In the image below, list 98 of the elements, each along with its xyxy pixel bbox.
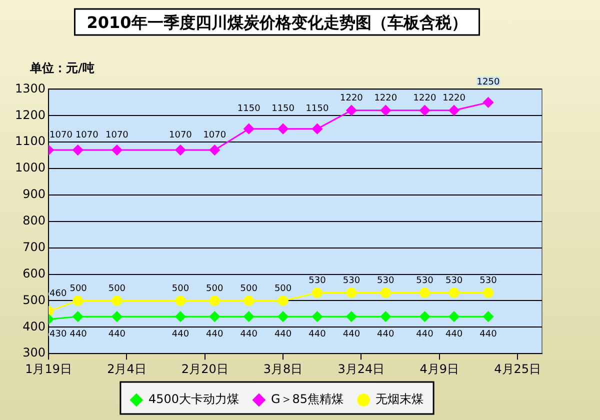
point	[278, 295, 288, 306]
data-label: 530	[342, 276, 360, 286]
data-label: 1070	[105, 130, 129, 140]
legend-label: 无烟末煤	[376, 392, 424, 406]
data-label: 430	[50, 330, 67, 340]
point	[483, 311, 494, 322]
point	[346, 105, 357, 116]
point	[72, 144, 84, 156]
data-label: 1220	[413, 94, 436, 104]
point	[419, 288, 430, 298]
data-label: 1070	[169, 130, 192, 140]
point	[112, 295, 122, 306]
point	[380, 311, 391, 322]
data-label: 530	[445, 276, 463, 286]
point	[209, 295, 220, 306]
point	[448, 105, 460, 116]
data-label: 530	[377, 276, 395, 286]
y-tick-label: 500	[22, 292, 46, 307]
point	[209, 311, 220, 322]
data-label: 1150	[306, 104, 329, 114]
data-label: 530	[308, 276, 326, 286]
x-tick-label: 4月9日	[420, 362, 460, 376]
data-label: 1220	[340, 94, 364, 104]
data-label: 440	[416, 330, 434, 340]
point	[448, 311, 460, 322]
point	[244, 124, 254, 134]
point	[278, 124, 288, 134]
point	[419, 105, 430, 116]
data-label: 1070	[75, 130, 99, 140]
point	[448, 288, 460, 298]
legend-label: 4500大卡动力煤	[148, 392, 239, 406]
data-label: 1150	[272, 104, 295, 114]
x-tick-label: 1月19日	[25, 362, 72, 376]
legend-label: G＞85焦精煤	[270, 392, 344, 406]
point	[346, 288, 357, 298]
data-label: 500	[240, 284, 258, 294]
point	[112, 144, 122, 156]
point	[312, 288, 323, 298]
point	[346, 311, 357, 322]
point	[244, 295, 254, 306]
chart-title: 2010年一季度四川煤炭价格变化走势图（车板含税）	[86, 12, 468, 32]
point	[483, 288, 494, 298]
data-label: 500	[206, 284, 224, 294]
y-tick-label: 1200	[14, 108, 46, 122]
point	[380, 105, 391, 116]
point	[175, 295, 186, 306]
point	[278, 311, 288, 322]
data-label: 1070	[50, 130, 73, 140]
point	[312, 311, 323, 322]
y-axis-title: 单位：元/吨	[30, 60, 94, 77]
data-label: 440	[377, 330, 395, 340]
data-label: 500	[274, 284, 292, 294]
point	[209, 144, 220, 156]
point	[175, 144, 186, 156]
x-tick-label: 3月24日	[338, 362, 385, 376]
point	[483, 97, 494, 108]
y-tick-label: 600	[22, 266, 46, 280]
data-label: 530	[416, 276, 434, 286]
data-label: 440	[240, 330, 258, 340]
point	[380, 288, 391, 298]
point	[244, 311, 254, 322]
y-tick-label: 300	[22, 346, 46, 360]
data-label: 1070	[203, 130, 226, 140]
point	[72, 311, 84, 322]
data-label: 1250	[476, 78, 500, 88]
x-tick-label: 4月25日	[494, 362, 542, 376]
data-label: 440	[206, 330, 224, 340]
y-tick-label: 1100	[14, 134, 46, 148]
data-label: 500	[108, 284, 126, 294]
point	[175, 311, 186, 322]
y-tick-label: 1000	[14, 160, 46, 175]
y-tick-label: 700	[22, 240, 46, 254]
data-label: 440	[108, 330, 126, 340]
y-tick-label: 1300	[14, 81, 46, 96]
x-tick-label: 2月20日	[181, 362, 228, 376]
data-label: 530	[480, 276, 498, 286]
point	[112, 311, 122, 322]
data-label: 460	[50, 289, 67, 300]
data-label: 1150	[237, 104, 261, 114]
data-label: 1220	[442, 94, 466, 104]
data-label: 440	[308, 330, 326, 340]
y-tick-label: 900	[22, 187, 46, 202]
data-label: 440	[445, 330, 463, 340]
y-tick-label: 400	[22, 319, 46, 334]
x-tick-label: 3月8日	[263, 362, 303, 376]
point	[312, 124, 323, 134]
y-tick-label: 800	[22, 214, 46, 228]
x-tick-label: 2月4日	[107, 362, 146, 376]
data-label: 440	[480, 330, 498, 340]
data-label: 500	[172, 284, 190, 294]
data-label: 500	[70, 284, 88, 294]
data-label: 440	[172, 330, 190, 340]
data-label: 440	[274, 330, 292, 340]
data-label: 1220	[374, 94, 398, 104]
data-label: 440	[342, 330, 360, 340]
point	[72, 295, 84, 306]
data-label: 440	[70, 330, 88, 340]
point	[419, 311, 430, 322]
